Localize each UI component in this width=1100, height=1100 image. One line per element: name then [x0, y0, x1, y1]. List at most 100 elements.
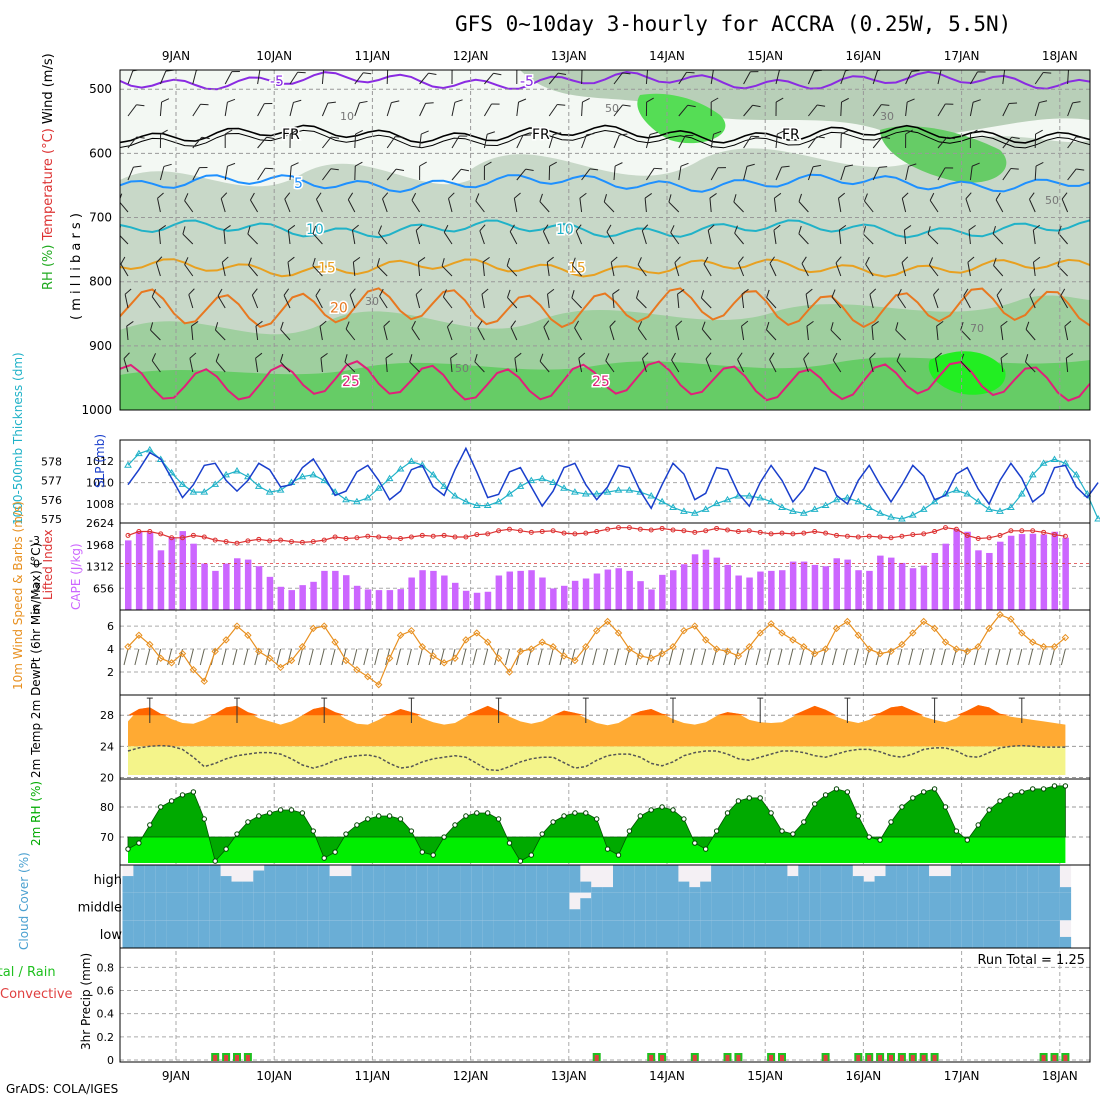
wind-barb-staff — [411, 199, 421, 213]
wind-barb-flag — [864, 193, 868, 202]
thickness-point — [767, 497, 775, 505]
cape-tick-label: 1312 — [86, 561, 114, 574]
cloud-cell — [1005, 920, 1017, 948]
wind-barb-staff — [709, 198, 712, 213]
li-point — [953, 526, 959, 532]
wind-barb — [1002, 70, 1013, 85]
wind-speed-point — [473, 629, 481, 637]
precip-convective-bar — [649, 1055, 654, 1061]
wind-barb-flag — [493, 72, 502, 76]
wind-barb-staff — [151, 296, 161, 309]
cloud-cell — [209, 892, 221, 921]
wind-barb-flag — [1066, 353, 1074, 359]
wind-barb-staff — [963, 295, 971, 309]
wind-barb-flag — [447, 320, 454, 328]
wind-barb-flag — [750, 71, 759, 73]
li-point — [310, 539, 316, 545]
wind-barb-staff — [678, 166, 682, 181]
li-point — [943, 525, 948, 531]
li-point — [452, 534, 458, 540]
wind-barb — [936, 320, 944, 341]
cloud-cell — [831, 865, 843, 893]
wind-speed-point — [832, 624, 841, 633]
wind-barb-staff — [312, 233, 323, 245]
wind-speed-point — [429, 652, 437, 660]
cloud-cell — [373, 865, 385, 893]
cape-ylabel: CAPE (J/kg) — [69, 543, 83, 610]
wind-barb — [613, 162, 623, 181]
wind-barb-flag — [995, 192, 1001, 200]
temp-tick-label: 20 — [100, 771, 114, 784]
cloud-cell — [405, 865, 418, 893]
wind-barb — [510, 320, 518, 341]
wind-barb — [1000, 352, 1008, 373]
cape-bar — [746, 577, 753, 610]
wind-barb — [548, 132, 562, 149]
li-point — [1052, 532, 1057, 538]
cloud-cell — [885, 892, 897, 921]
wind-barb-staff — [741, 294, 745, 309]
rh-point — [681, 816, 687, 822]
cloud-cell — [722, 892, 734, 921]
wind-barb-10m — [374, 648, 380, 666]
thickness-point — [701, 505, 710, 512]
rh-point — [474, 810, 480, 816]
cloud-cell — [438, 892, 450, 921]
rh-point — [234, 831, 240, 837]
wind-barb — [192, 103, 209, 117]
wind-speed-point — [701, 636, 710, 644]
thickness-point — [353, 497, 361, 505]
wind-barb-staff — [224, 166, 228, 181]
wind-barb-staff — [936, 326, 939, 341]
cloud-cell — [122, 892, 134, 921]
rh-point — [801, 819, 807, 825]
wind-barb-flag — [482, 256, 490, 263]
wind-barb — [379, 288, 388, 309]
wind-barb-staff — [678, 72, 687, 85]
wind-barb — [484, 72, 502, 85]
wind-barb-staff — [840, 166, 846, 181]
wind-barb — [838, 224, 847, 245]
li-point — [648, 527, 654, 533]
li-point — [354, 535, 360, 541]
wind-barb — [645, 97, 654, 117]
wind-barb-staff — [807, 136, 818, 149]
li-point — [147, 529, 153, 535]
cloud-cell — [329, 876, 341, 893]
wind-barb — [349, 288, 356, 309]
wind-barb-staff — [319, 326, 323, 341]
wind-barb-flag — [589, 168, 599, 171]
wind-barb — [215, 353, 226, 373]
wind-barb-staff — [769, 359, 777, 373]
cloud-cell — [940, 892, 952, 921]
wind-barb-staff — [516, 135, 524, 149]
wind-barb-flag — [265, 167, 274, 170]
thickness-point — [189, 488, 198, 495]
wind-barb-flag — [946, 136, 956, 140]
wind-barb-flag — [327, 101, 336, 104]
wind-barb — [769, 256, 777, 277]
wind-barb-staff — [605, 360, 615, 373]
date-tick-top: 13JAN — [551, 49, 587, 63]
wind-barb-staff — [571, 297, 582, 309]
cloud-cell — [732, 865, 745, 893]
li-point — [757, 529, 763, 535]
wind-barb — [575, 224, 583, 245]
wind-barb — [937, 70, 949, 85]
wind-speed-point — [407, 626, 416, 635]
ylabel-part: Temperature (°C) — [41, 124, 56, 241]
cape-bar — [146, 532, 154, 610]
wind-speed-point — [560, 652, 568, 660]
rh-point — [441, 834, 447, 840]
wind-barb — [937, 167, 954, 181]
rh-point — [866, 834, 872, 840]
wind-barb-flag — [1011, 136, 1020, 140]
wind-barb-staff — [280, 361, 291, 373]
wind-barb — [872, 104, 890, 117]
cloud-cell — [602, 887, 614, 893]
rh-contour-label: 50 — [605, 102, 619, 115]
cloud-cell — [547, 865, 559, 893]
cape-bar — [255, 566, 263, 610]
wind-barb — [451, 70, 460, 85]
wind-barb-flag — [751, 135, 760, 138]
